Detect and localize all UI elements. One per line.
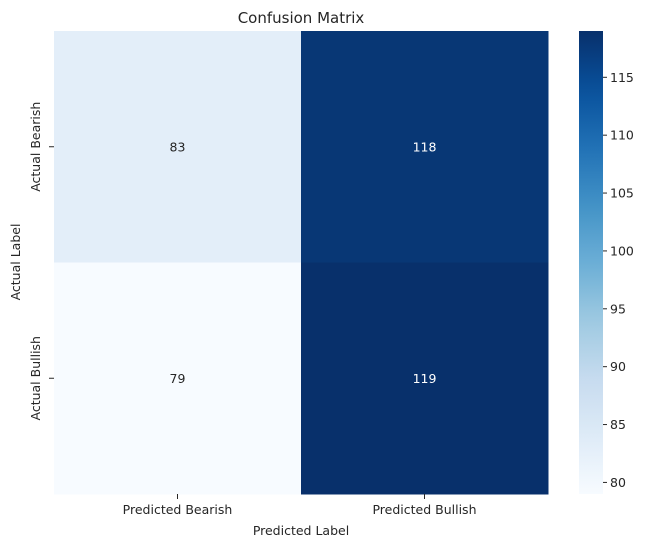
cell-value-label: 118	[413, 139, 437, 154]
heatmap-cell	[54, 31, 302, 263]
colorbar-tick-label: 100	[610, 243, 634, 258]
colorbar-tick-label: 85	[610, 417, 626, 432]
colorbar-tick-label: 95	[610, 301, 626, 316]
x-tick-label: Predicted Bearish	[123, 502, 233, 517]
cell-value-label: 83	[170, 139, 186, 154]
x-axis-label: Predicted Label	[253, 523, 349, 538]
colorbar-tick-label: 115	[610, 70, 634, 85]
heatmap-cell	[301, 262, 549, 495]
heatmap-cells: 83 118 79 119	[54, 31, 549, 495]
colorbar-tick-label: 80	[610, 475, 626, 490]
x-tick-label: Predicted Bullish	[372, 502, 476, 517]
y-tick-label: Actual Bearish	[28, 102, 43, 192]
heatmap-cell	[301, 31, 549, 263]
cell-value-label: 119	[413, 371, 437, 386]
x-axis-ticks: Predicted Bearish Predicted Bullish	[123, 494, 477, 517]
colorbar-tick-label: 110	[610, 128, 634, 143]
heatmap-cell	[54, 262, 302, 495]
cell-value-label: 79	[170, 371, 186, 386]
colorbar: 80 85 90 95 100 105 110 115	[579, 31, 634, 494]
colorbar-tick-label: 90	[610, 359, 626, 374]
y-tick-label: Actual Bullish	[28, 336, 43, 421]
colorbar-gradient	[579, 31, 603, 494]
colorbar-tick-label: 105	[610, 186, 634, 201]
chart-title: Confusion Matrix	[238, 9, 365, 27]
y-axis-label: Actual Label	[8, 224, 23, 301]
y-axis-ticks: Actual Bearish Actual Bullish	[28, 102, 54, 421]
